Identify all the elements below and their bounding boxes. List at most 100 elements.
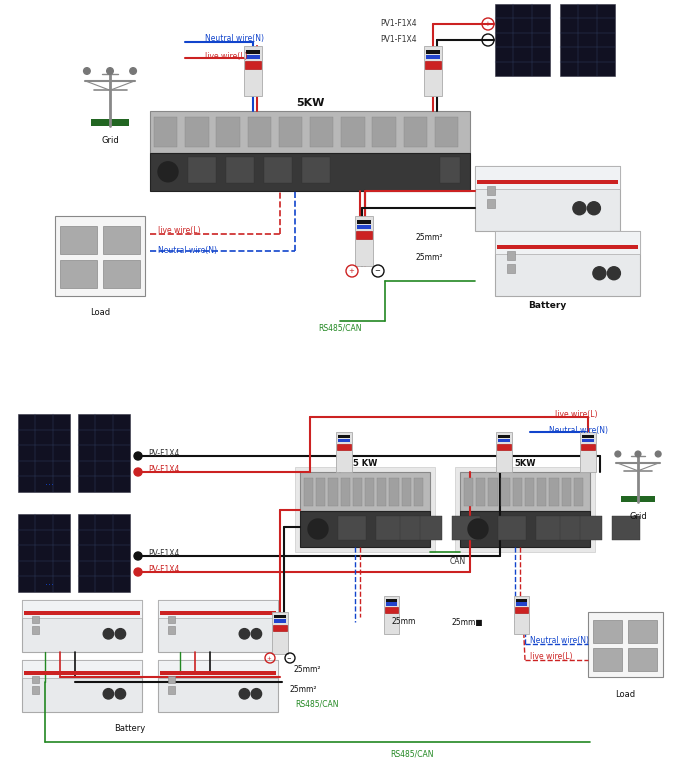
Text: +: + [484, 21, 490, 27]
Bar [273, 625, 287, 631]
Text: PV-F1X4: PV-F1X4 [148, 465, 180, 473]
Text: +: + [348, 268, 354, 274]
Text: ...: ... [46, 477, 55, 487]
Bar [425, 61, 441, 69]
Bar [582, 438, 594, 442]
Bar [353, 478, 362, 506]
Text: PV1-F1X4: PV1-F1X4 [380, 36, 417, 45]
Bar [60, 226, 97, 255]
Circle shape [607, 267, 620, 279]
Bar [264, 157, 292, 183]
Bar [372, 117, 396, 147]
Text: RS485/CAN: RS485/CAN [318, 323, 361, 333]
Bar [22, 660, 142, 712]
Bar [549, 478, 559, 506]
Bar [389, 478, 399, 506]
Bar [477, 180, 618, 185]
Bar [376, 516, 404, 540]
Bar [426, 49, 440, 53]
Text: Load: Load [90, 308, 110, 317]
Bar [495, 231, 640, 296]
Bar [160, 611, 276, 615]
Bar [486, 198, 495, 208]
Text: RS485/CAN: RS485/CAN [295, 699, 339, 709]
Text: PV-F1X4: PV-F1X4 [148, 564, 180, 574]
Bar [245, 61, 261, 69]
Bar [341, 478, 350, 506]
Bar [538, 478, 546, 506]
Bar [226, 157, 254, 183]
Bar [336, 432, 352, 472]
Circle shape [134, 452, 142, 460]
Bar [338, 435, 350, 438]
Text: Neutral wire(N): Neutral wire(N) [549, 425, 608, 435]
Text: Neutral wire(N): Neutral wire(N) [205, 35, 264, 43]
Text: 25mm²: 25mm² [415, 233, 443, 242]
Bar [582, 435, 594, 438]
Circle shape [308, 519, 328, 539]
Bar [377, 478, 387, 506]
Bar [424, 46, 442, 96]
Bar [498, 516, 526, 540]
Text: 5KW: 5KW [514, 459, 535, 469]
Text: 25mm²: 25mm² [290, 686, 318, 695]
Text: −: − [374, 268, 380, 274]
Circle shape [103, 689, 113, 699]
Bar [342, 117, 365, 147]
Bar [400, 516, 420, 540]
Bar [272, 612, 288, 654]
Text: Grid: Grid [101, 136, 119, 145]
Bar [310, 117, 333, 147]
Circle shape [115, 628, 126, 639]
Bar [185, 117, 208, 147]
Bar [158, 600, 278, 618]
Text: 5KW: 5KW [296, 98, 324, 108]
Bar [154, 117, 178, 147]
Bar [357, 219, 371, 224]
Bar [246, 49, 260, 53]
Text: PV-F1X4: PV-F1X4 [148, 449, 180, 458]
Bar [274, 619, 286, 622]
Bar [18, 514, 70, 592]
Circle shape [615, 451, 621, 457]
Bar [188, 157, 216, 183]
Bar [580, 432, 596, 472]
Bar [385, 608, 398, 613]
Bar [300, 511, 430, 547]
Bar [91, 120, 129, 126]
Circle shape [158, 162, 178, 181]
Bar [515, 608, 528, 613]
Text: 25mm■: 25mm■ [452, 618, 484, 627]
Text: Neutral wire(N): Neutral wire(N) [530, 635, 589, 645]
Bar [31, 676, 39, 683]
Bar [295, 467, 435, 552]
Bar [495, 231, 640, 254]
Bar [593, 621, 622, 643]
Bar [338, 438, 350, 442]
Bar [426, 55, 440, 59]
Text: Battery: Battery [114, 724, 145, 733]
Bar [357, 225, 371, 229]
Text: PV-F1X4: PV-F1X4 [148, 548, 180, 557]
Bar [593, 648, 622, 671]
Text: Grid: Grid [629, 512, 647, 521]
Bar [386, 598, 397, 601]
Bar [476, 478, 486, 506]
Bar [498, 435, 510, 438]
Bar [22, 660, 142, 678]
Bar [355, 216, 373, 266]
Circle shape [251, 689, 262, 699]
Bar [414, 478, 423, 506]
Bar [404, 117, 427, 147]
Circle shape [239, 689, 249, 699]
Bar [78, 414, 130, 492]
Bar [279, 117, 302, 147]
Text: 25mm²: 25mm² [415, 253, 443, 262]
Text: live wire(L): live wire(L) [530, 652, 572, 661]
Text: +: + [266, 655, 271, 661]
Text: −: − [287, 655, 292, 661]
Bar [588, 612, 663, 677]
Bar [167, 686, 175, 694]
Bar [60, 260, 97, 288]
Bar [507, 250, 515, 260]
